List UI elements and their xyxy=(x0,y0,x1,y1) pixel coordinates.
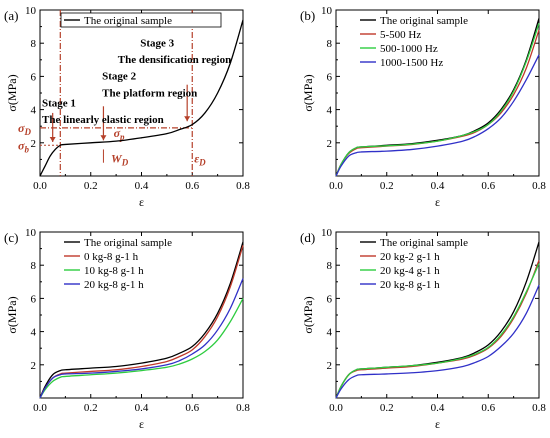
legend-label: 20 kg-2 g-1 h xyxy=(380,251,440,263)
y-axis-label: σ(MPa) xyxy=(5,296,19,333)
region1-label: The linearly elastic region xyxy=(42,114,164,126)
x-tick-label: 0.4 xyxy=(135,402,149,414)
y-axis-label: σ(MPa) xyxy=(301,296,315,333)
y-tick-label: 8 xyxy=(31,38,37,50)
legend-label: 20 kg-4 g-1 h xyxy=(380,265,440,277)
x-tick-label: 0.2 xyxy=(380,180,394,192)
y-tick-label: 2 xyxy=(31,360,37,372)
x-tick-label: 0.4 xyxy=(135,180,149,192)
legend-label: The original sample xyxy=(84,237,172,249)
legend-label: 20 kg-8 g-1 h xyxy=(84,279,144,291)
y-tick-label: 4 xyxy=(31,105,37,117)
x-tick-label: 0.0 xyxy=(329,402,343,414)
sigma-p-label: σp xyxy=(114,126,125,142)
series-line-0 xyxy=(39,19,244,177)
x-axis-label: ε xyxy=(435,417,440,431)
region3-label: The densification region xyxy=(118,54,231,66)
panel-label: (b) xyxy=(300,8,315,23)
y-tick-label: 6 xyxy=(31,71,37,83)
legend-label: The original sample xyxy=(380,15,468,27)
y-tick-label: 4 xyxy=(327,105,333,117)
platform-arrowhead xyxy=(100,135,107,141)
x-tick-label: 0.8 xyxy=(236,180,250,192)
chart-panel-3: (d) 0.0 0.2 0.4 0.6 0.8 2 4 6 8 10 ε σ(MPa) The origi… xyxy=(300,227,546,431)
y-tick-label: 8 xyxy=(327,38,333,50)
sigma-d-label: σD xyxy=(18,121,31,137)
densification-arrowhead xyxy=(184,116,191,122)
chart-panel-2: (c) 0.0 0.2 0.4 0.6 0.8 2 4 6 8 10 ε σ(MPa) The origi… xyxy=(4,227,250,431)
region2-label: The platform region xyxy=(102,87,197,99)
x-tick-label: 0.4 xyxy=(431,180,445,192)
stage2-label: Stage 2 xyxy=(102,71,136,83)
series-line-0 xyxy=(39,241,244,399)
y-tick-label: 2 xyxy=(327,360,333,372)
x-tick-label: 0.0 xyxy=(33,402,47,414)
stage3-label: Stage 3 xyxy=(140,38,174,50)
panel-label: (a) xyxy=(4,8,18,23)
y-tick-label: 8 xyxy=(327,260,333,272)
y-tick-label: 10 xyxy=(321,5,333,17)
x-tick-label: 0.2 xyxy=(84,402,98,414)
stage1-label: Stage 1 xyxy=(42,97,76,109)
panel-label: (d) xyxy=(300,230,315,245)
x-tick-label: 0.6 xyxy=(481,180,495,192)
x-tick-label: 0.2 xyxy=(84,180,98,192)
series-line-2 xyxy=(335,23,540,177)
x-tick-label: 0.6 xyxy=(185,180,199,192)
legend-label: The original sample xyxy=(380,237,468,249)
legend-label: 500-1000 Hz xyxy=(380,43,438,55)
x-tick-label: 0.0 xyxy=(329,180,343,192)
eps-d-label: εD xyxy=(194,152,206,168)
y-tick-label: 8 xyxy=(31,260,37,272)
elastic-arrowhead xyxy=(49,136,56,142)
series-line-2 xyxy=(335,263,540,399)
series-line-2 xyxy=(39,298,244,399)
legend-box xyxy=(60,12,222,28)
y-tick-label: 2 xyxy=(327,138,333,150)
sigma-b-label: σb xyxy=(18,138,29,154)
x-tick-label: 0.8 xyxy=(532,402,546,414)
y-tick-label: 6 xyxy=(327,293,333,305)
x-tick-label: 0.8 xyxy=(532,180,546,192)
x-tick-label: 0.4 xyxy=(431,402,445,414)
y-axis-label: σ(MPa) xyxy=(301,74,315,111)
y-tick-label: 6 xyxy=(31,293,37,305)
x-tick-label: 0.2 xyxy=(380,402,394,414)
legend-label: 10 kg-8 g-1 h xyxy=(84,265,144,277)
chart-panel-1: (b) 0.0 0.2 0.4 0.6 0.8 2 4 6 8 10 ε σ(MPa) The origi… xyxy=(300,5,546,209)
x-tick-label: 0.0 xyxy=(33,180,47,192)
legend-label: The original sample xyxy=(84,15,172,27)
legend-label: 1000-1500 Hz xyxy=(380,57,443,69)
wd-label: WD xyxy=(111,152,129,168)
y-tick-label: 2 xyxy=(31,138,37,150)
y-axis-label: σ(MPa) xyxy=(5,74,19,111)
x-axis-label: ε xyxy=(139,195,144,209)
series-line-3 xyxy=(335,54,540,177)
y-tick-label: 4 xyxy=(31,327,37,339)
x-tick-label: 0.6 xyxy=(481,402,495,414)
series-line-3 xyxy=(335,284,540,399)
y-tick-label: 10 xyxy=(321,227,333,239)
y-tick-label: 4 xyxy=(327,327,333,339)
y-tick-label: 10 xyxy=(25,5,37,17)
y-tick-label: 10 xyxy=(25,227,37,239)
legend-label: 20 kg-8 g-1 h xyxy=(380,279,440,291)
x-tick-label: 0.6 xyxy=(185,402,199,414)
legend-label: 0 kg-8 g-1 h xyxy=(84,251,139,263)
series-line-3 xyxy=(39,278,244,399)
x-tick-label: 0.8 xyxy=(236,402,250,414)
x-axis-label: ε xyxy=(435,195,440,209)
y-tick-label: 6 xyxy=(327,71,333,83)
panel-label: (c) xyxy=(4,230,18,245)
x-axis-label: ε xyxy=(139,417,144,431)
legend-label: 5-500 Hz xyxy=(380,29,421,41)
